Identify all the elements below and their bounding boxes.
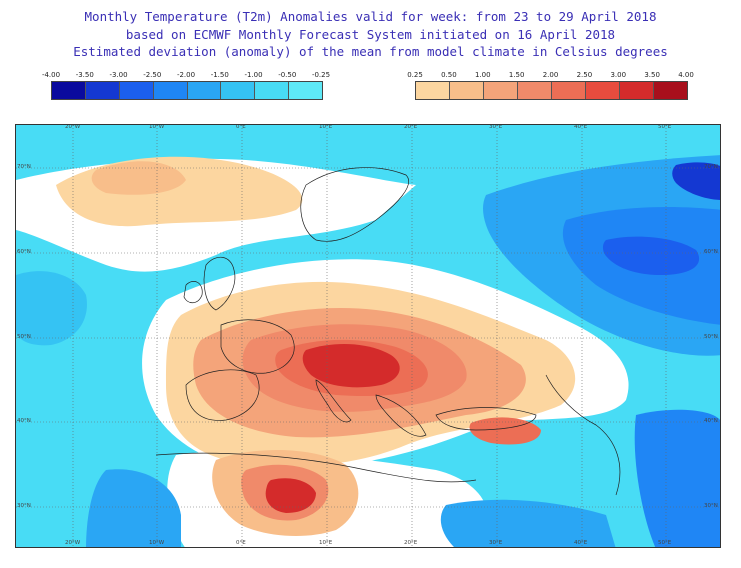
lon-label-top: 40°E <box>574 124 588 130</box>
legend-swatch <box>484 82 518 99</box>
legend-tick-label: 1.50 <box>508 71 525 79</box>
legend-swatch <box>654 82 687 99</box>
cold-anomaly-russia-core <box>602 236 700 275</box>
legend-swatch <box>85 82 120 99</box>
warm-anomaly-north-africa-core <box>265 478 316 513</box>
legend-tick-label: -3.00 <box>109 71 128 79</box>
lon-label-bottom: 40°E <box>574 540 588 546</box>
legend-tick-label: -0.25 <box>311 71 331 79</box>
legend-swatch <box>518 82 552 99</box>
legend-tick-label: -2.00 <box>176 71 196 79</box>
legend-tick-label: -1.50 <box>210 71 229 79</box>
lon-label-bottom: 50°E <box>658 540 672 546</box>
lat-label-left: 30°N <box>17 503 31 509</box>
lat-label-left: 70°N <box>17 164 31 170</box>
lon-label-bottom: 30°E <box>489 540 503 546</box>
legend-swatch <box>187 82 222 99</box>
lon-label-bottom: 10°W <box>149 540 165 546</box>
lon-label-bottom: 20°E <box>404 540 418 546</box>
lon-label-bottom: 20°W <box>65 540 81 546</box>
legend-tick-label: 0.25 <box>407 71 423 79</box>
legend-tick-label: 2.50 <box>576 71 593 79</box>
legend-swatch <box>255 82 290 99</box>
map-canvas <box>16 125 720 547</box>
anomaly-map: 20°W 10°W 0°E 10°E 20°E 30°E 40°E 50°E 2… <box>15 124 721 548</box>
cold-anomaly-atlantic-west <box>16 271 87 346</box>
lon-label-top: 0°E <box>236 124 246 130</box>
legend-tick-label: 1.00 <box>474 71 491 79</box>
lat-label-right: 40°N <box>704 418 718 424</box>
legend-tick-label: 2.00 <box>542 71 559 79</box>
title-line-1: Monthly Temperature (T2m) Anomalies vali… <box>84 9 657 24</box>
cold-anomaly-south-middle <box>440 499 616 547</box>
legend-swatch <box>153 82 188 99</box>
warm-anomaly-europe-core <box>302 343 400 388</box>
legend-swatch <box>552 82 586 99</box>
legend-negative-colorbar <box>51 81 323 100</box>
legend-swatch <box>221 82 256 99</box>
lat-label-left: 40°N <box>17 418 31 424</box>
legend-swatch <box>52 82 86 99</box>
legend-tick-label: 3.50 <box>644 71 660 79</box>
coastlines <box>155 167 621 496</box>
warm-anomaly-turkey <box>469 417 541 445</box>
lat-label-right: 50°N <box>704 334 718 340</box>
lon-label-top: 20°W <box>65 124 81 130</box>
legend-tick-label: 0.50 <box>441 71 457 79</box>
lon-label-top: 20°E <box>404 124 418 130</box>
legend-tick-label: -4.00 <box>41 71 61 79</box>
lon-label-top: 30°E <box>489 124 503 130</box>
lat-label-right: 60°N <box>704 249 718 255</box>
lon-label-top: 10°W <box>149 124 165 130</box>
legend-tick-label: -3.50 <box>75 71 94 79</box>
legend-swatch <box>586 82 620 99</box>
legend-swatch <box>119 82 154 99</box>
warm-anomaly-north-atlantic-2 <box>91 161 186 195</box>
lat-label-right: 70°N <box>704 164 718 170</box>
lat-label-left: 50°N <box>17 334 31 340</box>
lon-label-bottom: 10°E <box>319 540 333 546</box>
lat-label-left: 60°N <box>17 249 31 255</box>
title-line-2: based on ECMWF Monthly Forecast System i… <box>125 27 616 42</box>
legend-positive-colorbar <box>415 81 688 100</box>
title-line-3: Estimated deviation (anomaly) of the mea… <box>73 44 668 59</box>
legend-swatch <box>620 82 654 99</box>
lon-label-top: 50°E <box>658 124 672 130</box>
legend-swatch <box>416 82 450 99</box>
legend-tick-label: -0.50 <box>278 71 297 79</box>
lon-label-bottom: 0°E <box>236 540 246 546</box>
legend-tick-label: -1.00 <box>244 71 263 79</box>
lon-label-top: 10°E <box>319 124 333 130</box>
legend-swatch <box>289 82 322 99</box>
cold-anomaly-arctic <box>672 162 720 200</box>
cold-anomaly-southeast <box>634 409 720 547</box>
legend-tick-label: 3.00 <box>610 71 627 79</box>
legend-tick-label: -2.50 <box>143 71 162 79</box>
legend-tick-label: 4.00 <box>678 71 694 79</box>
lat-label-right: 30°N <box>704 503 718 509</box>
graticule <box>16 125 720 547</box>
legend-swatch <box>450 82 484 99</box>
